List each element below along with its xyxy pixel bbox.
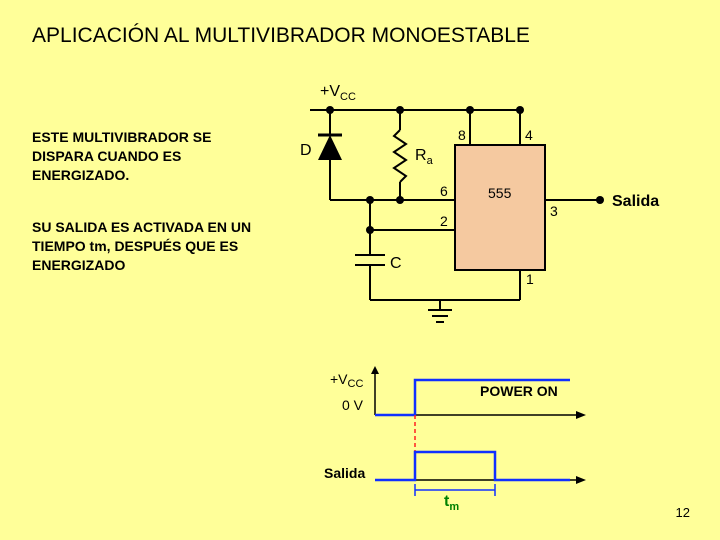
timing-diagram: +VCC 0 V POWER ON Salida tm xyxy=(320,360,640,520)
vcc-axis-label: +VCC xyxy=(330,371,363,390)
power-on-label: POWER ON xyxy=(480,383,558,399)
resistor-icon xyxy=(394,130,406,182)
diode-icon xyxy=(318,135,342,160)
salida-waveform xyxy=(375,452,570,480)
resistor-label: Ra xyxy=(415,147,434,167)
output-label: Salida xyxy=(612,193,659,210)
tm-label: tm xyxy=(444,493,459,513)
output-terminal xyxy=(596,196,604,204)
pin-2-label: 2 xyxy=(440,213,448,229)
pin-8-label: 8 xyxy=(458,127,466,143)
page-title: APLICACIÓN AL MULTIVIBRADOR MONOESTABLE xyxy=(32,24,530,48)
pin-1-label: 1 xyxy=(526,271,534,287)
node xyxy=(396,196,404,204)
paragraph-2: SU SALIDA ES ACTIVADA EN UN TIEMPO tm, D… xyxy=(32,218,262,275)
chip-555 xyxy=(455,145,545,270)
pin-3-label: 3 xyxy=(550,203,558,219)
pin-6-label: 6 xyxy=(440,183,448,199)
zero-axis-label: 0 V xyxy=(342,397,364,413)
circuit-diagram: +VCC D Ra 6 2 C 555 8 4 3 Salida 1 xyxy=(270,80,670,340)
chip-label: 555 xyxy=(488,185,512,201)
salida-axis-label: Salida xyxy=(324,465,365,481)
paragraph-1: ESTE MULTIVIBRADOR SE DISPARA CUANDO ES … xyxy=(32,128,262,185)
diode-label: D xyxy=(300,142,312,159)
pin-4-label: 4 xyxy=(525,127,533,143)
page-number: 12 xyxy=(676,505,690,520)
vcc-label: +VCC xyxy=(320,83,356,103)
cap-label: C xyxy=(390,255,402,272)
